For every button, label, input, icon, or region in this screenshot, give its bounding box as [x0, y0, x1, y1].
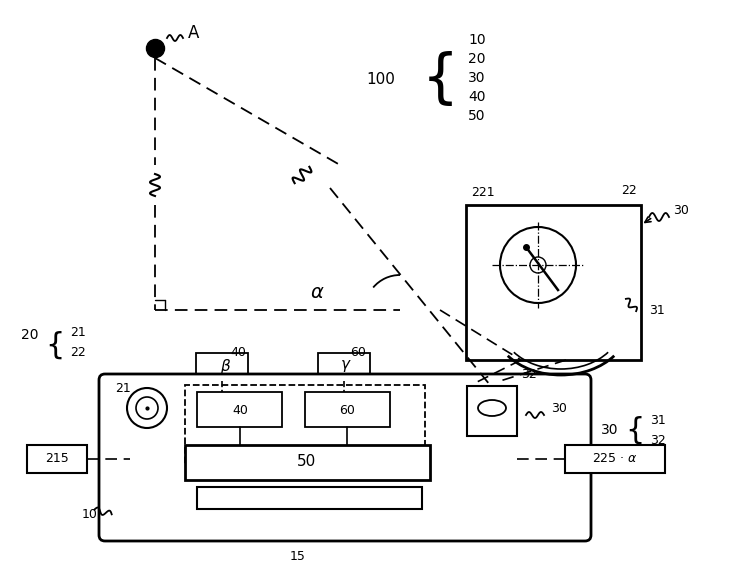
Text: 31: 31: [649, 303, 665, 316]
Text: 21: 21: [115, 381, 131, 394]
Bar: [197, 392, 282, 427]
Text: {: {: [421, 51, 458, 108]
Text: 32: 32: [650, 434, 666, 446]
Bar: [467, 386, 517, 436]
Bar: [185, 445, 430, 480]
Text: A: A: [188, 24, 199, 42]
FancyBboxPatch shape: [99, 374, 591, 541]
Text: {: {: [625, 416, 645, 445]
Text: $\alpha$: $\alpha$: [310, 283, 325, 303]
Circle shape: [136, 397, 158, 419]
Text: 40: 40: [232, 404, 248, 417]
Bar: [318, 353, 370, 381]
Text: $\gamma$: $\gamma$: [340, 358, 352, 374]
Text: 15: 15: [290, 551, 306, 564]
Bar: [27, 445, 87, 473]
Text: 31: 31: [650, 413, 666, 426]
Text: 10: 10: [82, 507, 98, 520]
Bar: [197, 487, 422, 509]
Circle shape: [500, 227, 576, 303]
Text: 30: 30: [601, 423, 618, 437]
Bar: [196, 353, 248, 381]
Bar: [305, 392, 390, 427]
Text: 21: 21: [70, 325, 86, 339]
Text: 60: 60: [339, 404, 355, 417]
Circle shape: [530, 257, 546, 273]
Text: 30: 30: [468, 71, 486, 85]
Text: 20: 20: [468, 52, 486, 66]
Text: $\beta$: $\beta$: [220, 356, 231, 376]
Text: 100: 100: [366, 72, 395, 87]
Text: 40: 40: [230, 347, 246, 360]
Text: 20: 20: [21, 328, 38, 342]
Text: 22: 22: [70, 345, 86, 359]
Text: 221: 221: [471, 186, 494, 200]
Text: 32: 32: [521, 368, 537, 381]
Text: 60: 60: [350, 347, 366, 360]
Text: 10: 10: [468, 33, 486, 47]
Text: 30: 30: [551, 401, 567, 414]
Text: 215: 215: [45, 453, 69, 466]
Bar: [185, 385, 425, 465]
Circle shape: [127, 388, 167, 428]
Text: 40: 40: [468, 90, 486, 104]
Bar: [565, 445, 665, 473]
Text: 225 · $\alpha$: 225 · $\alpha$: [592, 453, 638, 466]
Bar: [466, 205, 641, 360]
Ellipse shape: [478, 400, 506, 416]
Text: 50: 50: [297, 454, 317, 470]
Text: 22: 22: [621, 185, 637, 197]
Text: 30: 30: [673, 203, 689, 217]
Text: {: {: [45, 331, 65, 360]
Text: 50: 50: [468, 109, 486, 123]
